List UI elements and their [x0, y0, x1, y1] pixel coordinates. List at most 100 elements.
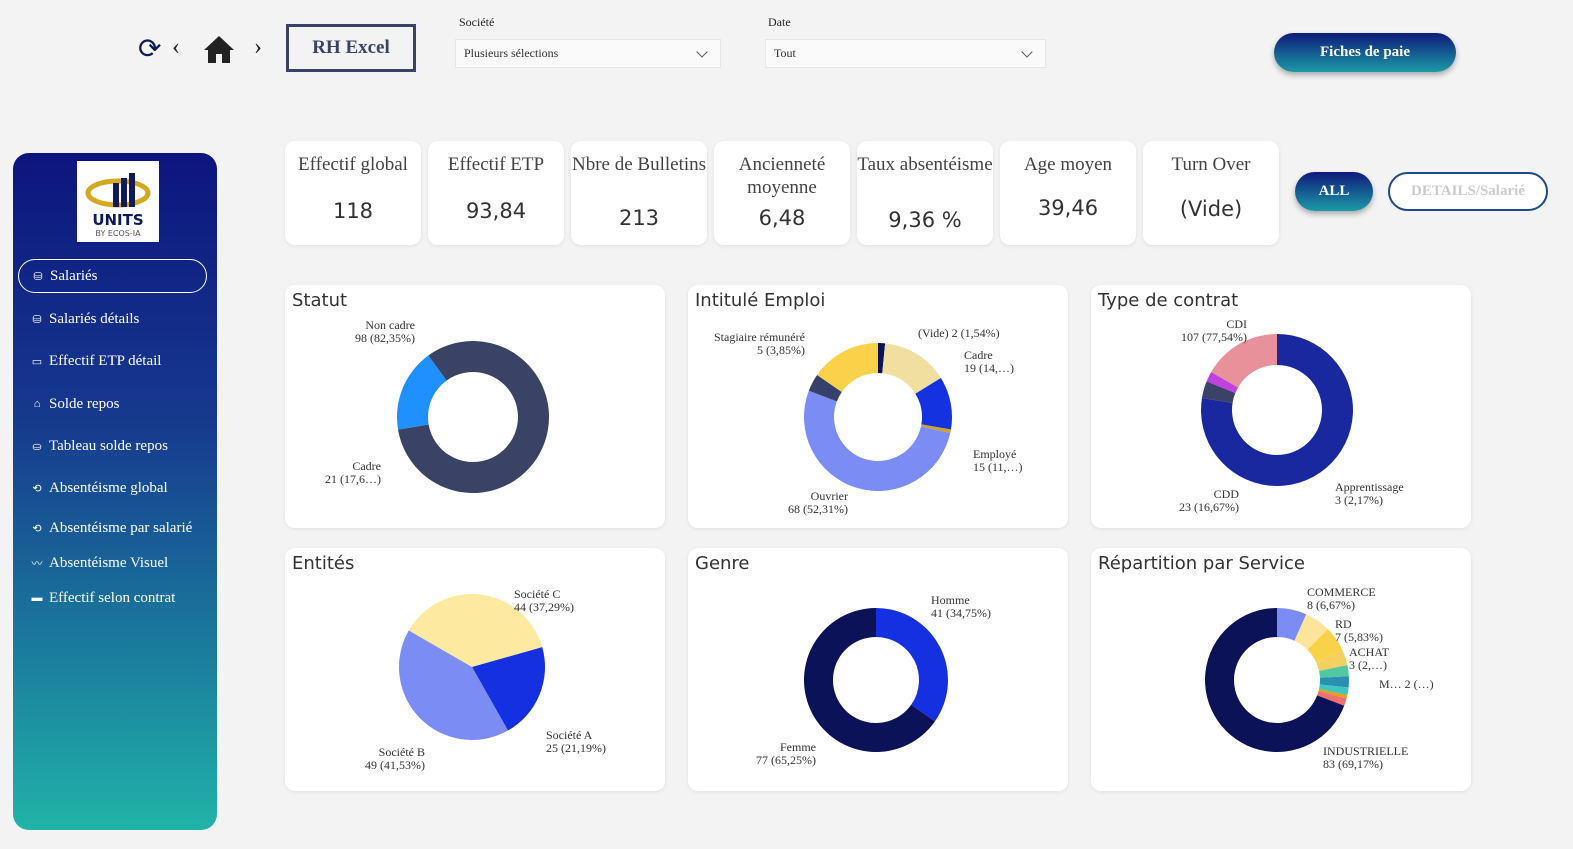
trend-icon: 〰: [31, 558, 43, 570]
chart-title: Intitulé Emploi: [695, 290, 826, 311]
chart-title: Statut: [292, 290, 348, 311]
slice-non-cadre[interactable]: [398, 341, 549, 493]
kpi-title: Age moyen: [1023, 154, 1113, 175]
slice-other[interactable]: [1316, 650, 1348, 672]
slice-other[interactable]: [920, 424, 951, 433]
forward-icon[interactable]: ›: [254, 34, 262, 60]
sidebar-item-salaries-details[interactable]: ⛁ Salariés détails: [18, 302, 207, 336]
societe-label: Société: [459, 15, 495, 29]
kpi-value: 118: [332, 199, 374, 223]
slice-other[interactable]: [1201, 381, 1236, 403]
data-label: M… 2 (…): [1379, 677, 1434, 691]
data-label: Femme 77 (65,25%): [756, 740, 816, 767]
slice-stagiaire-rémunéré[interactable]: [808, 374, 842, 402]
kpi-effectif-global: Effectif global 118: [285, 141, 421, 245]
slice-m-[interactable]: [1319, 684, 1349, 695]
societe-dropdown[interactable]: Plusieurs sélections: [455, 39, 721, 68]
sidebar-item-tableau-solde[interactable]: ⛀ Tableau solde repos: [18, 429, 207, 463]
slice-commerce[interactable]: [1277, 608, 1307, 641]
home-icon[interactable]: [203, 34, 235, 72]
slice-other[interactable]: [1294, 614, 1328, 650]
page-title: RH Excel: [286, 24, 416, 72]
bag-icon: ⌂: [33, 398, 41, 410]
sidebar-item-absenteisme-global[interactable]: ⟲ Absentéisme global: [18, 471, 207, 505]
kpi-age-moyen: Age moyen 39,46: [1000, 141, 1136, 245]
data-label: ACHAT 3 (2,…): [1349, 645, 1390, 672]
sidebar-item-label: Absentéisme global: [49, 479, 168, 496]
data-label: Non cadre 98 (82,35%): [355, 318, 415, 345]
data-label: Cadre 21 (17,6…): [325, 459, 381, 486]
sidebar-item-absenteisme-visuel[interactable]: 〰 Absentéisme Visuel: [18, 546, 207, 580]
slice-other[interactable]: [1317, 691, 1347, 706]
data-label: Société C 44 (37,29%): [514, 587, 574, 614]
slice--vide-[interactable]: [878, 343, 886, 374]
chevron-down-icon: [1021, 45, 1033, 58]
genre-donut: [804, 608, 948, 752]
sidebar-item-label: Effectif ETP détail: [49, 352, 162, 369]
kpi-bulletins: Nbre de Bulletins 213: [571, 141, 707, 245]
data-label: CDD 23 (16,67%): [1179, 487, 1239, 514]
slice-other[interactable]: [1319, 676, 1349, 688]
intitule-emploi-donut: [804, 343, 952, 491]
data-label: Cadre 19 (14,…): [964, 348, 1014, 375]
slice-other[interactable]: [817, 343, 878, 393]
sidebar-item-effectif-contrat[interactable]: ▬ Effectif selon contrat: [18, 581, 207, 615]
sidebar-item-salaries[interactable]: ⛁ Salariés: [18, 259, 207, 293]
sidebar-item-label: Tableau solde repos: [49, 437, 168, 454]
data-label: Société B 49 (41,53%): [365, 745, 425, 772]
all-button[interactable]: ALL: [1295, 172, 1373, 211]
data-label: CDI 107 (77,54%): [1181, 317, 1247, 344]
cycle-icon: ⟲: [32, 482, 42, 495]
slice-femme[interactable]: [804, 608, 935, 752]
statut-donut: [397, 341, 549, 493]
kpi-value: 9,36 %: [888, 208, 962, 232]
chart-statut: Statut Non cadre 98 (82,35%) Cadre 21 (17,…: [285, 285, 665, 528]
chart-entites: Entités Société C 44 (37,29%) Société A 25…: [285, 548, 665, 791]
slice-other[interactable]: [1318, 688, 1348, 699]
slice-cdi[interactable]: [1201, 334, 1353, 486]
date-dropdown[interactable]: Tout: [765, 39, 1046, 68]
sidebar-item-label: Absentéisme par salarié: [49, 519, 193, 536]
service-donut: [1205, 608, 1349, 752]
kpi-title: Ancienneté moyenne: [738, 154, 826, 198]
data-label: Société A 25 (21,19%): [546, 728, 606, 755]
kpi-absenteisme: Taux absentéisme 9,36 %: [857, 141, 993, 245]
slice-cdd[interactable]: [1211, 334, 1277, 388]
payslip-button[interactable]: Fiches de paie: [1274, 33, 1456, 72]
refresh-icon[interactable]: ⟳: [138, 34, 162, 65]
kpi-value: (Vide): [1179, 197, 1243, 221]
slice-société-b[interactable]: [399, 630, 508, 741]
slice-homme[interactable]: [876, 608, 948, 722]
chart-title: Type de contrat: [1098, 290, 1239, 311]
sidebar-item-absenteisme-salarie[interactable]: ⟲ Absentéisme par salarié: [18, 511, 207, 545]
entites-pie: [399, 594, 545, 741]
logo: UNITS BY ECOS-IA: [77, 161, 159, 242]
kpi-value: 213: [618, 206, 660, 230]
logo-subtext: BY ECOS-IA: [95, 229, 141, 238]
slice-ouvrier[interactable]: [804, 390, 951, 491]
slice-société-a[interactable]: [472, 647, 545, 731]
slice-employé[interactable]: [915, 377, 952, 430]
data-label: Apprentissage 3 (2,17%): [1335, 480, 1404, 507]
chart-repartition-service: Répartition par Service COMMERCE 8 (6,67%…: [1091, 548, 1471, 791]
sidebar-item-solde-repos[interactable]: ⌂ Solde repos: [18, 387, 207, 421]
slice-rd[interactable]: [1307, 629, 1343, 663]
chart-title: Entités: [292, 553, 355, 574]
type-contrat-donut: [1201, 334, 1353, 486]
slice-société-c[interactable]: [408, 594, 543, 667]
slice-cadre[interactable]: [397, 355, 447, 430]
chart-genre: Genre Homme 41 (34,75%) Femme 77 (65,25%): [688, 548, 1068, 791]
slice-achat[interactable]: [1319, 665, 1349, 678]
data-label: COMMERCE 8 (6,67%): [1307, 585, 1376, 612]
slice-cadre[interactable]: [882, 343, 941, 394]
sidebar-item-effectif-etp[interactable]: ▭ Effectif ETP détail: [18, 344, 207, 378]
chart-intitule-emploi: Intitulé Emploi (Vide) 2 (1,54%) Cadre 19…: [688, 285, 1068, 528]
slice-industrielle[interactable]: [1205, 608, 1345, 752]
chart-title: Répartition par Service: [1098, 553, 1305, 574]
sidebar: UNITS BY ECOS-IA ⛁ Salariés ⛁ Salariés dét…: [13, 153, 217, 830]
back-icon[interactable]: ‹: [172, 34, 180, 60]
slice-apprentissage[interactable]: [1206, 372, 1239, 394]
details-salarie-button[interactable]: DETAILS/Salarié: [1388, 172, 1548, 211]
data-label: Employé 15 (11,…): [973, 447, 1023, 474]
kpi-value: 39,46: [1037, 196, 1099, 220]
